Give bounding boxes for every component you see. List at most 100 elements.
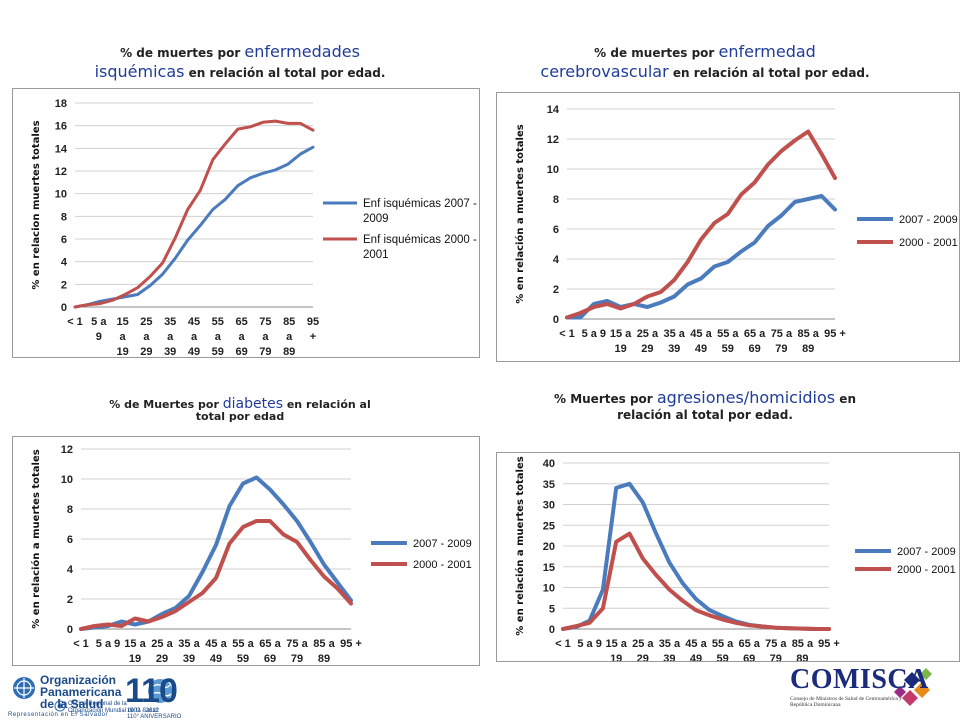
chart-title-isquemicas: % de muertes por enfermedades isquémicas… [94, 42, 386, 81]
x-tick-label: 59 [722, 343, 734, 355]
who-emblem-icon [54, 700, 66, 712]
x-tick-label: 19 [614, 343, 626, 355]
footer-logos [0, 660, 960, 720]
y-tick-label: 25 [543, 520, 555, 532]
x-tick-label: 5 a 9 [96, 638, 120, 650]
x-tick-label: 5 a 9 [582, 328, 606, 340]
x-tick-label: 85 [283, 316, 295, 328]
x-tick-label: 85 a [792, 638, 814, 650]
y-tick-label: 2 [61, 279, 67, 291]
y-axis-label: % en relación a muertes totales [514, 124, 526, 303]
x-tick-label: a [143, 331, 150, 343]
x-tick-label: a [191, 331, 198, 343]
chart-svg: 0 2 4 6 8 10 12 14 % en relación a muertes total… [514, 104, 958, 355]
y-tick-label: 18 [55, 98, 67, 110]
x-tick-label: 45 a [205, 638, 227, 650]
y-tick-label: 10 [547, 164, 559, 176]
chart-diabetes: 0 2 4 6 8 10 12 % en relación a muertes totales… [12, 436, 480, 666]
y-tick-label: 0 [61, 302, 67, 314]
y-tick-label: 4 [61, 257, 68, 269]
x-tick-label: 55 [212, 316, 224, 328]
chart-title-diabetes: % de Muertes por diabetes en relación al… [109, 396, 371, 423]
y-tick-label: 14 [547, 104, 560, 116]
y-tick-label: 12 [55, 166, 67, 178]
legend-label: Enf isquémicas 2000 - 2001 [363, 234, 477, 261]
y-tick-label: 4 [67, 564, 74, 576]
y-tick-label: 0 [67, 624, 73, 636]
y-tick-label: 6 [553, 224, 559, 236]
legend-label-line: 2001 [363, 249, 389, 261]
series-line-red [565, 129, 837, 320]
x-tick-label: 15 a [610, 328, 632, 340]
chart-title-agresiones: % Muertes por agresiones/homicidios en r… [554, 388, 856, 422]
y-tick-label: 2 [67, 594, 73, 606]
anniversary-label: 110° ANIVERSARIO [127, 714, 182, 720]
legend-label-line: Enf isquémicas 2000 - [363, 234, 477, 246]
x-tick-label: 29 [641, 343, 653, 355]
x-tick-label: 95 [307, 316, 319, 328]
x-tick-label: + [310, 331, 316, 343]
x-tick-label: 75 a [771, 328, 793, 340]
x-tick-label: 65 [235, 316, 247, 328]
y-tick-label: 0 [549, 624, 555, 636]
x-tick-label: 29 [637, 653, 649, 661]
y-tick-label: 6 [61, 234, 67, 246]
y-tick-label: 5 [549, 603, 555, 615]
chart-isquemicas: 0 2 4 6 8 10 12 14 16 18 % en relacion muertes tot… [12, 88, 480, 358]
chart-svg: 0 2 4 6 8 10 12 % en relación a muertes totales… [30, 444, 472, 665]
y-tick-label: 6 [67, 534, 73, 546]
x-tick-label: < 1 [555, 638, 571, 650]
paho-emblem-icon [13, 677, 35, 699]
x-tick-label: a [120, 331, 127, 343]
x-tick-label: 69 [235, 346, 247, 357]
y-tick-label: 10 [55, 189, 67, 201]
x-tick-label: 55 a [717, 328, 739, 340]
x-tick-label: 55 a [712, 638, 734, 650]
x-tick-label: 29 [140, 346, 152, 357]
legend-label: 2000 - 2001 [413, 559, 472, 571]
x-tick-label: 39 [668, 343, 680, 355]
x-tick-label: 5 a [91, 316, 107, 328]
y-tick-label: 30 [543, 500, 555, 512]
anniversary-logo: 110 1902 - 2012 110° ANIVERSARIO [125, 674, 181, 720]
legend-label: 2000 - 2001 [897, 564, 956, 576]
legend-label: 2007 - 2009 [413, 538, 472, 550]
y-tick-label: 10 [543, 583, 555, 595]
x-tick-label: 9 [96, 331, 102, 343]
x-tick-label: 85 a [313, 638, 335, 650]
paho-logo-text: Organización Panamericana de la Salud [40, 673, 122, 711]
x-tick-label: 39 [164, 346, 176, 357]
x-tick-label: 95 + [824, 328, 846, 340]
y-tick-label: 4 [553, 254, 560, 266]
legend-label-line: Enf isquémicas 2007 - [363, 198, 477, 210]
x-tick-label: a [239, 331, 246, 343]
x-tick-label: a [215, 331, 222, 343]
x-tick-label: 75 a [765, 638, 787, 650]
legend-label: Enf isquémicas 2007 - 2009 [363, 198, 477, 225]
x-tick-label: 49 [690, 653, 702, 661]
y-tick-label: 8 [553, 194, 559, 206]
comisca-name: COMISCA [790, 664, 929, 695]
x-tick-label: 15 [116, 316, 128, 328]
chart-title-cerebrovascular: % de muertes por enfermedad cerebrovascu… [540, 42, 870, 81]
x-tick-label: 79 [775, 343, 787, 355]
y-tick-label: 14 [55, 143, 68, 155]
x-tick-label: 75 a [286, 638, 308, 650]
anniversary-number: 110 [125, 672, 178, 710]
x-tick-label: 89 [318, 653, 330, 665]
x-tick-label: 65 a [259, 638, 281, 650]
x-tick-label: 19 [116, 346, 128, 357]
x-tick-label: a [262, 331, 269, 343]
x-tick-label: 69 [264, 653, 276, 665]
x-tick-label: a [167, 331, 174, 343]
x-tick-label: < 1 [559, 328, 575, 340]
series-line-red [73, 119, 315, 309]
x-tick-label: 89 [796, 653, 808, 661]
x-tick-label: 35 a [663, 328, 685, 340]
x-tick-label: 79 [259, 346, 271, 357]
legend-label: 2007 - 2009 [897, 546, 956, 558]
y-tick-label: 2 [553, 284, 559, 296]
x-tick-label: 95 + [818, 638, 840, 650]
y-axis-label: % en relación a muertes totales [30, 449, 42, 628]
x-tick-label: 45 a [685, 638, 707, 650]
